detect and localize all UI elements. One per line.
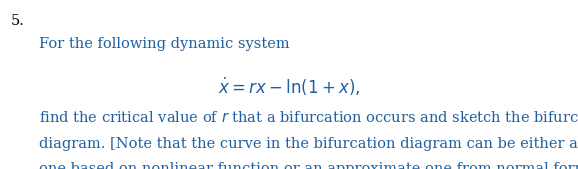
Text: one based on nonlinear function or an approximate one from normal form]: one based on nonlinear function or an ap… bbox=[39, 162, 578, 169]
Text: find the critical value of $r$ that a bifurcation occurs and sketch the bifurcat: find the critical value of $r$ that a bi… bbox=[39, 110, 578, 125]
Text: $\dot{x} = rx - \ln(1+x),$: $\dot{x} = rx - \ln(1+x),$ bbox=[218, 76, 360, 98]
Text: diagram. [Note that the curve in the bifurcation diagram can be either an exact: diagram. [Note that the curve in the bif… bbox=[39, 137, 578, 151]
Text: 5.: 5. bbox=[10, 14, 24, 28]
Text: For the following dynamic system: For the following dynamic system bbox=[39, 37, 290, 51]
